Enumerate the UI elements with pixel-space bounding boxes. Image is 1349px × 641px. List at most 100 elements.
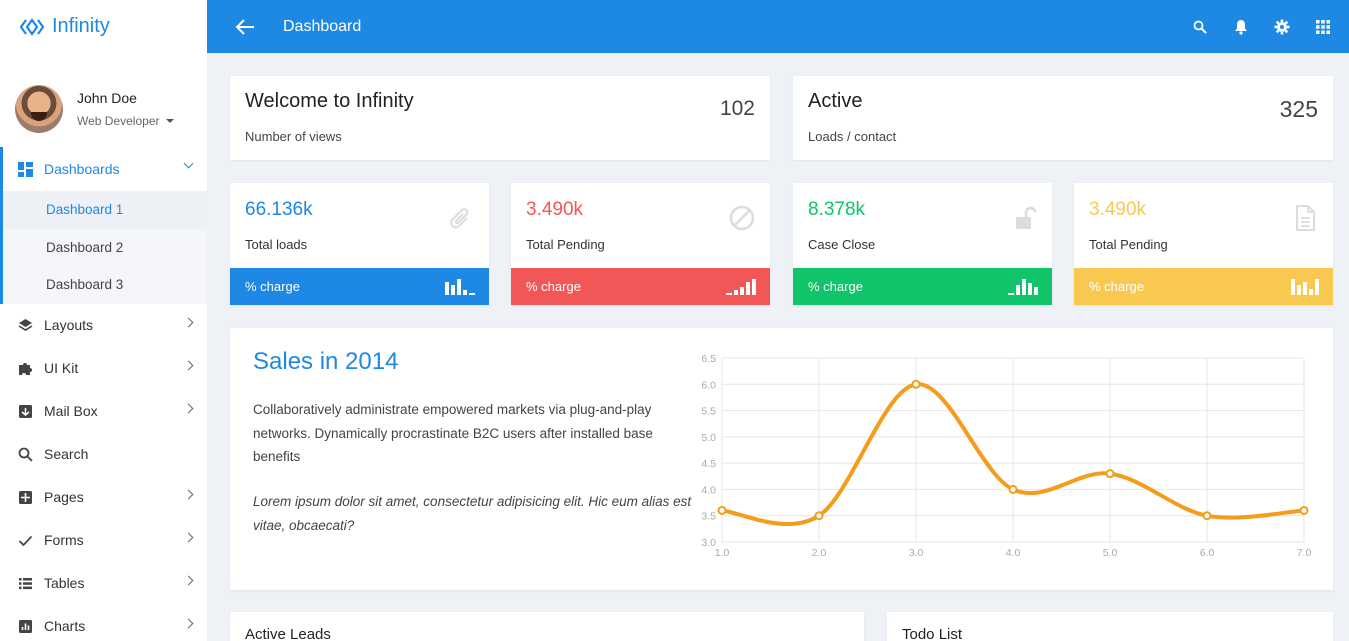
mini-bar-chart-icon bbox=[726, 279, 756, 295]
document-icon bbox=[1296, 205, 1315, 231]
x-tick-label: 1.0 bbox=[715, 547, 730, 559]
y-tick-label: 3.5 bbox=[701, 511, 716, 523]
search-icon bbox=[17, 446, 33, 462]
sales-quote: Lorem ipsum dolor sit amet, consectetur … bbox=[253, 494, 692, 533]
sidebar-item-layouts[interactable]: Layouts bbox=[0, 304, 207, 347]
active-count: 325 bbox=[1279, 96, 1318, 122]
stat-value: 3.490k bbox=[526, 199, 584, 220]
logo-icon bbox=[20, 17, 44, 36]
back-arrow-icon[interactable] bbox=[235, 17, 255, 37]
sidebar-item-forms[interactable]: Forms bbox=[0, 519, 207, 562]
bar-chart-icon bbox=[17, 618, 33, 634]
unlock-icon bbox=[1016, 206, 1037, 229]
todo-list-title: Todo List bbox=[902, 626, 963, 641]
stat-value: 8.378k bbox=[808, 199, 866, 220]
mini-bar-chart-icon bbox=[1008, 279, 1038, 295]
check-icon bbox=[17, 532, 33, 548]
active-title: Active bbox=[808, 90, 863, 112]
apps-grid-icon[interactable] bbox=[1315, 19, 1331, 35]
charge-label: % charge bbox=[1089, 279, 1144, 294]
sidebar-item-label: Search bbox=[44, 446, 89, 462]
avatar[interactable] bbox=[15, 85, 63, 133]
stat-card-total-pending: 3.490k Total Pending % charge bbox=[511, 183, 770, 305]
charge-label: % charge bbox=[808, 279, 863, 294]
brand[interactable]: Infinity bbox=[0, 0, 207, 53]
sidebar-item-label: Dashboards bbox=[44, 161, 120, 177]
stat-value: 3.490k bbox=[1089, 199, 1147, 220]
caret-down-icon bbox=[165, 119, 174, 123]
active-leads-card: Active Leads bbox=[230, 612, 864, 641]
sidebar-item-dashboard-2[interactable]: Dashboard 2 bbox=[46, 239, 124, 255]
stat-label: Case Close bbox=[808, 237, 876, 252]
sidebar-item-dashboard-1[interactable]: Dashboard 1 bbox=[3, 191, 207, 229]
sidebar-item-label: UI Kit bbox=[44, 360, 79, 376]
x-tick-label: 5.0 bbox=[1103, 547, 1118, 559]
chevron-right-icon bbox=[183, 317, 194, 327]
bell-icon[interactable] bbox=[1233, 19, 1249, 35]
active-card: Active Loads / contact 325 bbox=[793, 76, 1333, 160]
sidebar-item-label: Charts bbox=[44, 618, 86, 634]
y-tick-label: 6.0 bbox=[701, 379, 716, 391]
dashboards-submenu: Dashboard 1 Dashboard 2 Dashboard 3 bbox=[0, 191, 207, 304]
charge-label: % charge bbox=[526, 279, 581, 294]
stat-charge-bar: % charge bbox=[511, 268, 770, 305]
ban-icon bbox=[729, 205, 755, 231]
x-tick-label: 2.0 bbox=[812, 547, 827, 559]
sidebar: Infinity John Doe Web Developer Dashboar… bbox=[0, 0, 207, 641]
stat-value: 66.136k bbox=[245, 199, 313, 220]
stat-label: Total Pending bbox=[1089, 237, 1168, 252]
search-icon[interactable] bbox=[1192, 19, 1208, 35]
user-role-dropdown[interactable]: Web Developer bbox=[77, 114, 174, 128]
welcome-title: Welcome to Infinity bbox=[245, 90, 414, 112]
dashboard-icon bbox=[17, 161, 33, 177]
sidebar-item-charts[interactable]: Charts bbox=[0, 605, 207, 641]
y-tick-label: 6.5 bbox=[701, 353, 716, 365]
sidebar-item-dashboards[interactable]: Dashboards bbox=[0, 147, 207, 191]
sidebar-nav: Dashboards Dashboard 1 Dashboard 2 Dashb… bbox=[0, 147, 207, 641]
brand-name: Infinity bbox=[52, 15, 110, 37]
puzzle-icon bbox=[17, 360, 33, 376]
stat-card-total-pending-2: 3.490k Total Pending % charge bbox=[1074, 183, 1333, 305]
chevron-right-icon bbox=[183, 489, 194, 499]
page-title: Dashboard bbox=[283, 17, 362, 35]
sidebar-item-pages[interactable]: Pages bbox=[0, 476, 207, 519]
user-role: Web Developer bbox=[77, 114, 160, 128]
y-tick-label: 3.0 bbox=[701, 537, 716, 549]
y-tick-label: 5.0 bbox=[701, 432, 716, 444]
pages-icon bbox=[17, 489, 33, 505]
paperclip-icon bbox=[450, 208, 469, 229]
stat-charge-bar: % charge bbox=[793, 268, 1052, 305]
chevron-right-icon bbox=[183, 403, 194, 413]
sidebar-item-dashboard-3[interactable]: Dashboard 3 bbox=[46, 277, 124, 293]
sales-title: Sales in 2014 bbox=[253, 348, 399, 375]
stat-charge-bar: % charge bbox=[1074, 268, 1333, 305]
mini-bar-chart-icon bbox=[445, 279, 475, 295]
mini-bar-chart-icon bbox=[1291, 279, 1319, 295]
sales-line-chart: 3.0 3.5 4.0 4.5 5.0 5.5 6.0 6.5 1.0 2.0 3.0 4.0 5.0 6… bbox=[701, 353, 1312, 559]
data-point bbox=[814, 511, 824, 521]
chevron-right-icon bbox=[183, 360, 194, 370]
data-point bbox=[911, 379, 921, 389]
data-point bbox=[1202, 511, 1212, 521]
stat-label: Total Pending bbox=[526, 237, 605, 252]
stat-card-case-close: 8.378k Case Close % charge bbox=[793, 183, 1052, 305]
x-tick-label: 7.0 bbox=[1297, 547, 1312, 559]
gear-icon[interactable] bbox=[1274, 19, 1290, 35]
stat-card-total-loads: 66.136k Total loads % charge bbox=[230, 183, 489, 305]
data-point bbox=[1008, 484, 1018, 494]
sidebar-item-mail-box[interactable]: Mail Box bbox=[0, 390, 207, 433]
active-subtitle: Loads / contact bbox=[808, 129, 897, 144]
data-point bbox=[1299, 505, 1309, 515]
sidebar-item-search[interactable]: Search bbox=[0, 433, 207, 476]
data-point bbox=[717, 505, 727, 515]
sales-description: Collaboratively administrate empowered m… bbox=[253, 402, 653, 464]
x-tick-label: 3.0 bbox=[909, 547, 924, 559]
chevron-right-icon bbox=[183, 532, 194, 542]
sidebar-item-ui-kit[interactable]: UI Kit bbox=[0, 347, 207, 390]
welcome-card: Welcome to Infinity Number of views 102 bbox=[230, 76, 770, 160]
chevron-down-icon bbox=[183, 158, 194, 169]
sidebar-item-tables[interactable]: Tables bbox=[0, 562, 207, 605]
chevron-right-icon bbox=[183, 575, 194, 585]
charge-label: % charge bbox=[245, 279, 300, 294]
user-name: John Doe bbox=[77, 90, 137, 106]
